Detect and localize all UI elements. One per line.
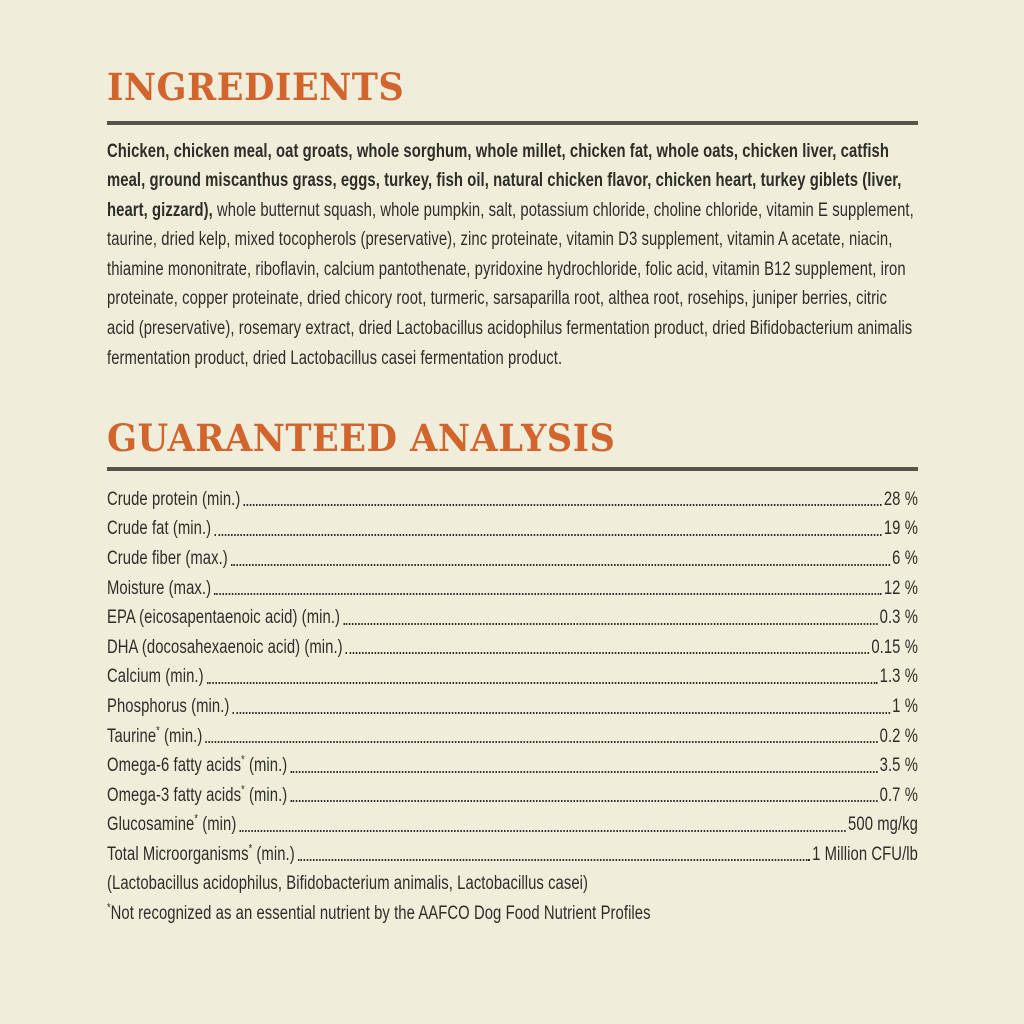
dot-leader — [290, 800, 878, 803]
ingredients-title: INGREDIENTS — [107, 65, 405, 109]
analysis-row-value: 6 % — [892, 547, 918, 569]
analysis-row-label: Crude fiber (max.) — [107, 547, 228, 569]
dot-leader — [290, 770, 878, 773]
analysis-row: Calcium (min.) 1.3 % — [107, 662, 918, 692]
analysis-row: Total Microorganisms* (min.) 1 Million C… — [107, 840, 918, 870]
analysis-row-label: Moisture (max.) — [107, 577, 212, 599]
analysis-row-label: DHA (docosahexaenoic acid) (min.) — [107, 636, 343, 658]
analysis-row: Phosphorus (min.) 1 % — [107, 692, 918, 722]
analysis-row-label: Calcium (min.) — [107, 666, 204, 688]
analysis-row: DHA (docosahexaenoic acid) (min.) 0.15 % — [107, 633, 918, 663]
analysis-row: Moisture (max.) 12 % — [107, 574, 918, 604]
analysis-row-label: Phosphorus (min.) — [107, 695, 230, 717]
guaranteed-analysis-divider — [107, 467, 918, 471]
species-note: (Lactobacillus acidophilus, Bifidobacter… — [107, 873, 589, 895]
guaranteed-analysis-title: GUARANTEED ANALYSIS — [107, 416, 616, 461]
dot-leader — [343, 622, 878, 625]
analysis-row: Crude protein (min.) 28 % — [107, 485, 918, 515]
analysis-row-value: 500 mg/kg — [848, 814, 918, 836]
analysis-row-value: 0.2 % — [879, 725, 918, 747]
analysis-row-value: 19 % — [883, 518, 918, 540]
analysis-row-label: Crude fat (min.) — [107, 518, 212, 540]
analysis-row: EPA (eicosapentaenoic acid) (min.) 0.3 % — [107, 603, 918, 633]
analysis-row-label: Glucosamine* (min) — [107, 812, 237, 836]
analysis-table: Crude protein (min.) 28 % Crude fat (min… — [107, 485, 918, 870]
analysis-row-value: 0.15 % — [871, 636, 918, 658]
analysis-row-label: Total Microorganisms* (min.) — [107, 842, 295, 865]
dot-leader — [297, 859, 810, 862]
ingredients-text-primary: Chicken, chicken meal, oat groats, whole… — [107, 140, 902, 221]
ingredients-section: INGREDIENTS Chicken, chicken meal, oat g… — [107, 69, 918, 373]
analysis-row: Omega-6 fatty acids* (min.) 3.5 % — [107, 751, 918, 781]
analysis-row-label: Taurine* (min.) — [107, 724, 203, 747]
asterisk-mark: * — [194, 812, 199, 826]
dot-leader — [205, 741, 878, 744]
aafco-footnote: *Not recognized as an essential nutrient… — [107, 899, 918, 929]
ingredients-text-secondary: whole butternut squash, whole pumpkin, s… — [107, 199, 914, 369]
guaranteed-analysis-section: GUARANTEED ANALYSIS Crude protein (min.)… — [107, 420, 918, 928]
asterisk-mark: * — [241, 783, 245, 797]
analysis-row-value: 1.3 % — [879, 666, 918, 688]
dot-leader — [243, 504, 882, 507]
analysis-row: Omega-3 fatty acids* (min.) 0.7 % — [107, 781, 918, 811]
dot-leader — [230, 563, 890, 566]
analysis-row-value: 1 Million CFU/lb — [812, 843, 918, 865]
analysis-row-label: Crude protein (min.) — [107, 488, 241, 510]
footnote-text: Not recognized as an essential nutrient … — [110, 903, 651, 925]
ingredients-text: Chicken, chicken meal, oat groats, whole… — [107, 137, 918, 374]
analysis-row-value: 0.3 % — [879, 607, 918, 629]
analysis-row-label: EPA (eicosapentaenoic acid) (min.) — [107, 607, 341, 629]
analysis-row-value: 1 % — [892, 695, 918, 717]
analysis-row-label: Omega-3 fatty acids* (min.) — [107, 783, 288, 806]
dot-leader — [214, 593, 882, 596]
dot-leader — [232, 711, 890, 714]
dot-leader — [239, 829, 846, 832]
ingredients-divider — [107, 121, 918, 125]
analysis-row-value: 3.5 % — [879, 755, 918, 777]
analysis-row-label: Omega-6 fatty acids* (min.) — [107, 753, 288, 777]
asterisk-mark: * — [241, 753, 245, 767]
dot-leader — [206, 681, 878, 684]
analysis-row-value: 12 % — [883, 577, 918, 599]
analysis-row: Crude fat (min.) 19 % — [107, 514, 918, 544]
analysis-row: Crude fiber (max.) 6 % — [107, 544, 918, 574]
asterisk-mark: * — [248, 842, 253, 856]
footnote-asterisk: * — [107, 901, 111, 915]
dot-leader — [345, 652, 869, 655]
analysis-row: Taurine* (min.) 0.2 % — [107, 722, 918, 752]
analysis-row: Glucosamine* (min) 500 mg/kg — [107, 810, 918, 840]
label-content: INGREDIENTS Chicken, chicken meal, oat g… — [107, 69, 918, 929]
analysis-row-value: 28 % — [883, 488, 918, 510]
analysis-row-value: 0.7 % — [879, 784, 918, 806]
asterisk-mark: * — [156, 724, 160, 738]
dot-leader — [214, 533, 882, 536]
